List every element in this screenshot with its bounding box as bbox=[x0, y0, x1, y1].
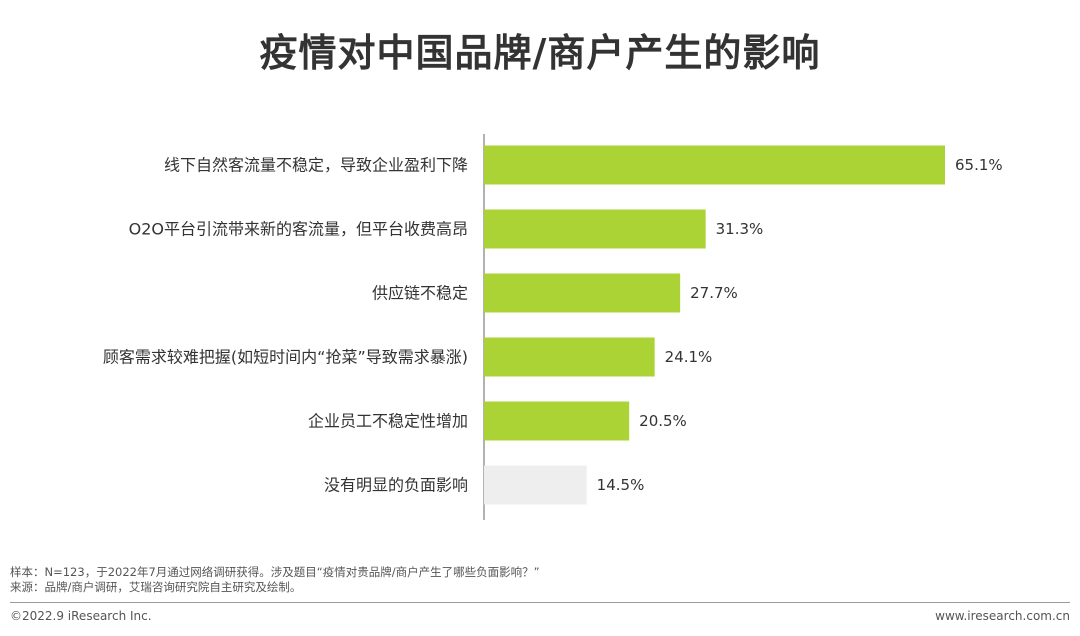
bar bbox=[484, 145, 945, 185]
value-label: 27.7% bbox=[690, 284, 738, 302]
value-label: 24.1% bbox=[665, 348, 713, 366]
source-note: 来源：品牌/商户调研，艾瑞咨询研究院自主研究及绘制。 bbox=[10, 580, 302, 594]
bar bbox=[484, 337, 655, 377]
value-label: 20.5% bbox=[639, 412, 687, 430]
chart-title: 疫情对中国品牌/商户产生的影响 bbox=[259, 31, 821, 75]
bar bbox=[484, 401, 630, 441]
value-label: 65.1% bbox=[955, 156, 1003, 174]
copyright-text: ©2022.9 iResearch Inc. bbox=[10, 609, 152, 623]
category-label: 企业员工不稳定性增加 bbox=[308, 412, 468, 431]
category-label: 供应链不稳定 bbox=[372, 284, 468, 303]
value-label: 31.3% bbox=[716, 220, 764, 238]
website-text: www.iresearch.com.cn bbox=[935, 609, 1070, 623]
footer-divider bbox=[10, 602, 1070, 603]
category-label: 没有明显的负面影响 bbox=[324, 476, 468, 495]
category-label: O2O平台引流带来新的客流量，但平台收费高昂 bbox=[129, 220, 468, 239]
category-label: 顾客需求较难把握(如短时间内“抢菜”导致需求暴涨) bbox=[103, 348, 468, 367]
category-label: 线下自然客流量不稳定，导致企业盈利下降 bbox=[164, 156, 468, 175]
bar bbox=[484, 273, 681, 313]
sample-note: 样本：N=123，于2022年7月通过网络调研获得。涉及题目“疫情对贵品牌/商户… bbox=[10, 565, 540, 579]
bar bbox=[484, 465, 587, 505]
bar bbox=[484, 209, 706, 249]
value-label: 14.5% bbox=[597, 476, 645, 494]
bar-chart: 线下自然客流量不稳定，导致企业盈利下降 65.1% O2O平台引流带来新的客流量，但… bbox=[103, 134, 1003, 520]
chart-notes: 样本：N=123，于2022年7月通过网络调研获得。涉及题目“疫情对贵品牌/商户… bbox=[10, 565, 540, 595]
